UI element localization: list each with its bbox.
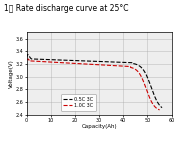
Legend: 0.5C 3C, 1.0C 3C: 0.5C 3C, 1.0C 3C [61, 94, 96, 111]
Y-axis label: Voltage(V): Voltage(V) [9, 59, 14, 88]
Text: 1、 Rate discharge curve at 25°C: 1、 Rate discharge curve at 25°C [4, 4, 128, 13]
X-axis label: Capacity(Ah): Capacity(Ah) [81, 124, 117, 129]
